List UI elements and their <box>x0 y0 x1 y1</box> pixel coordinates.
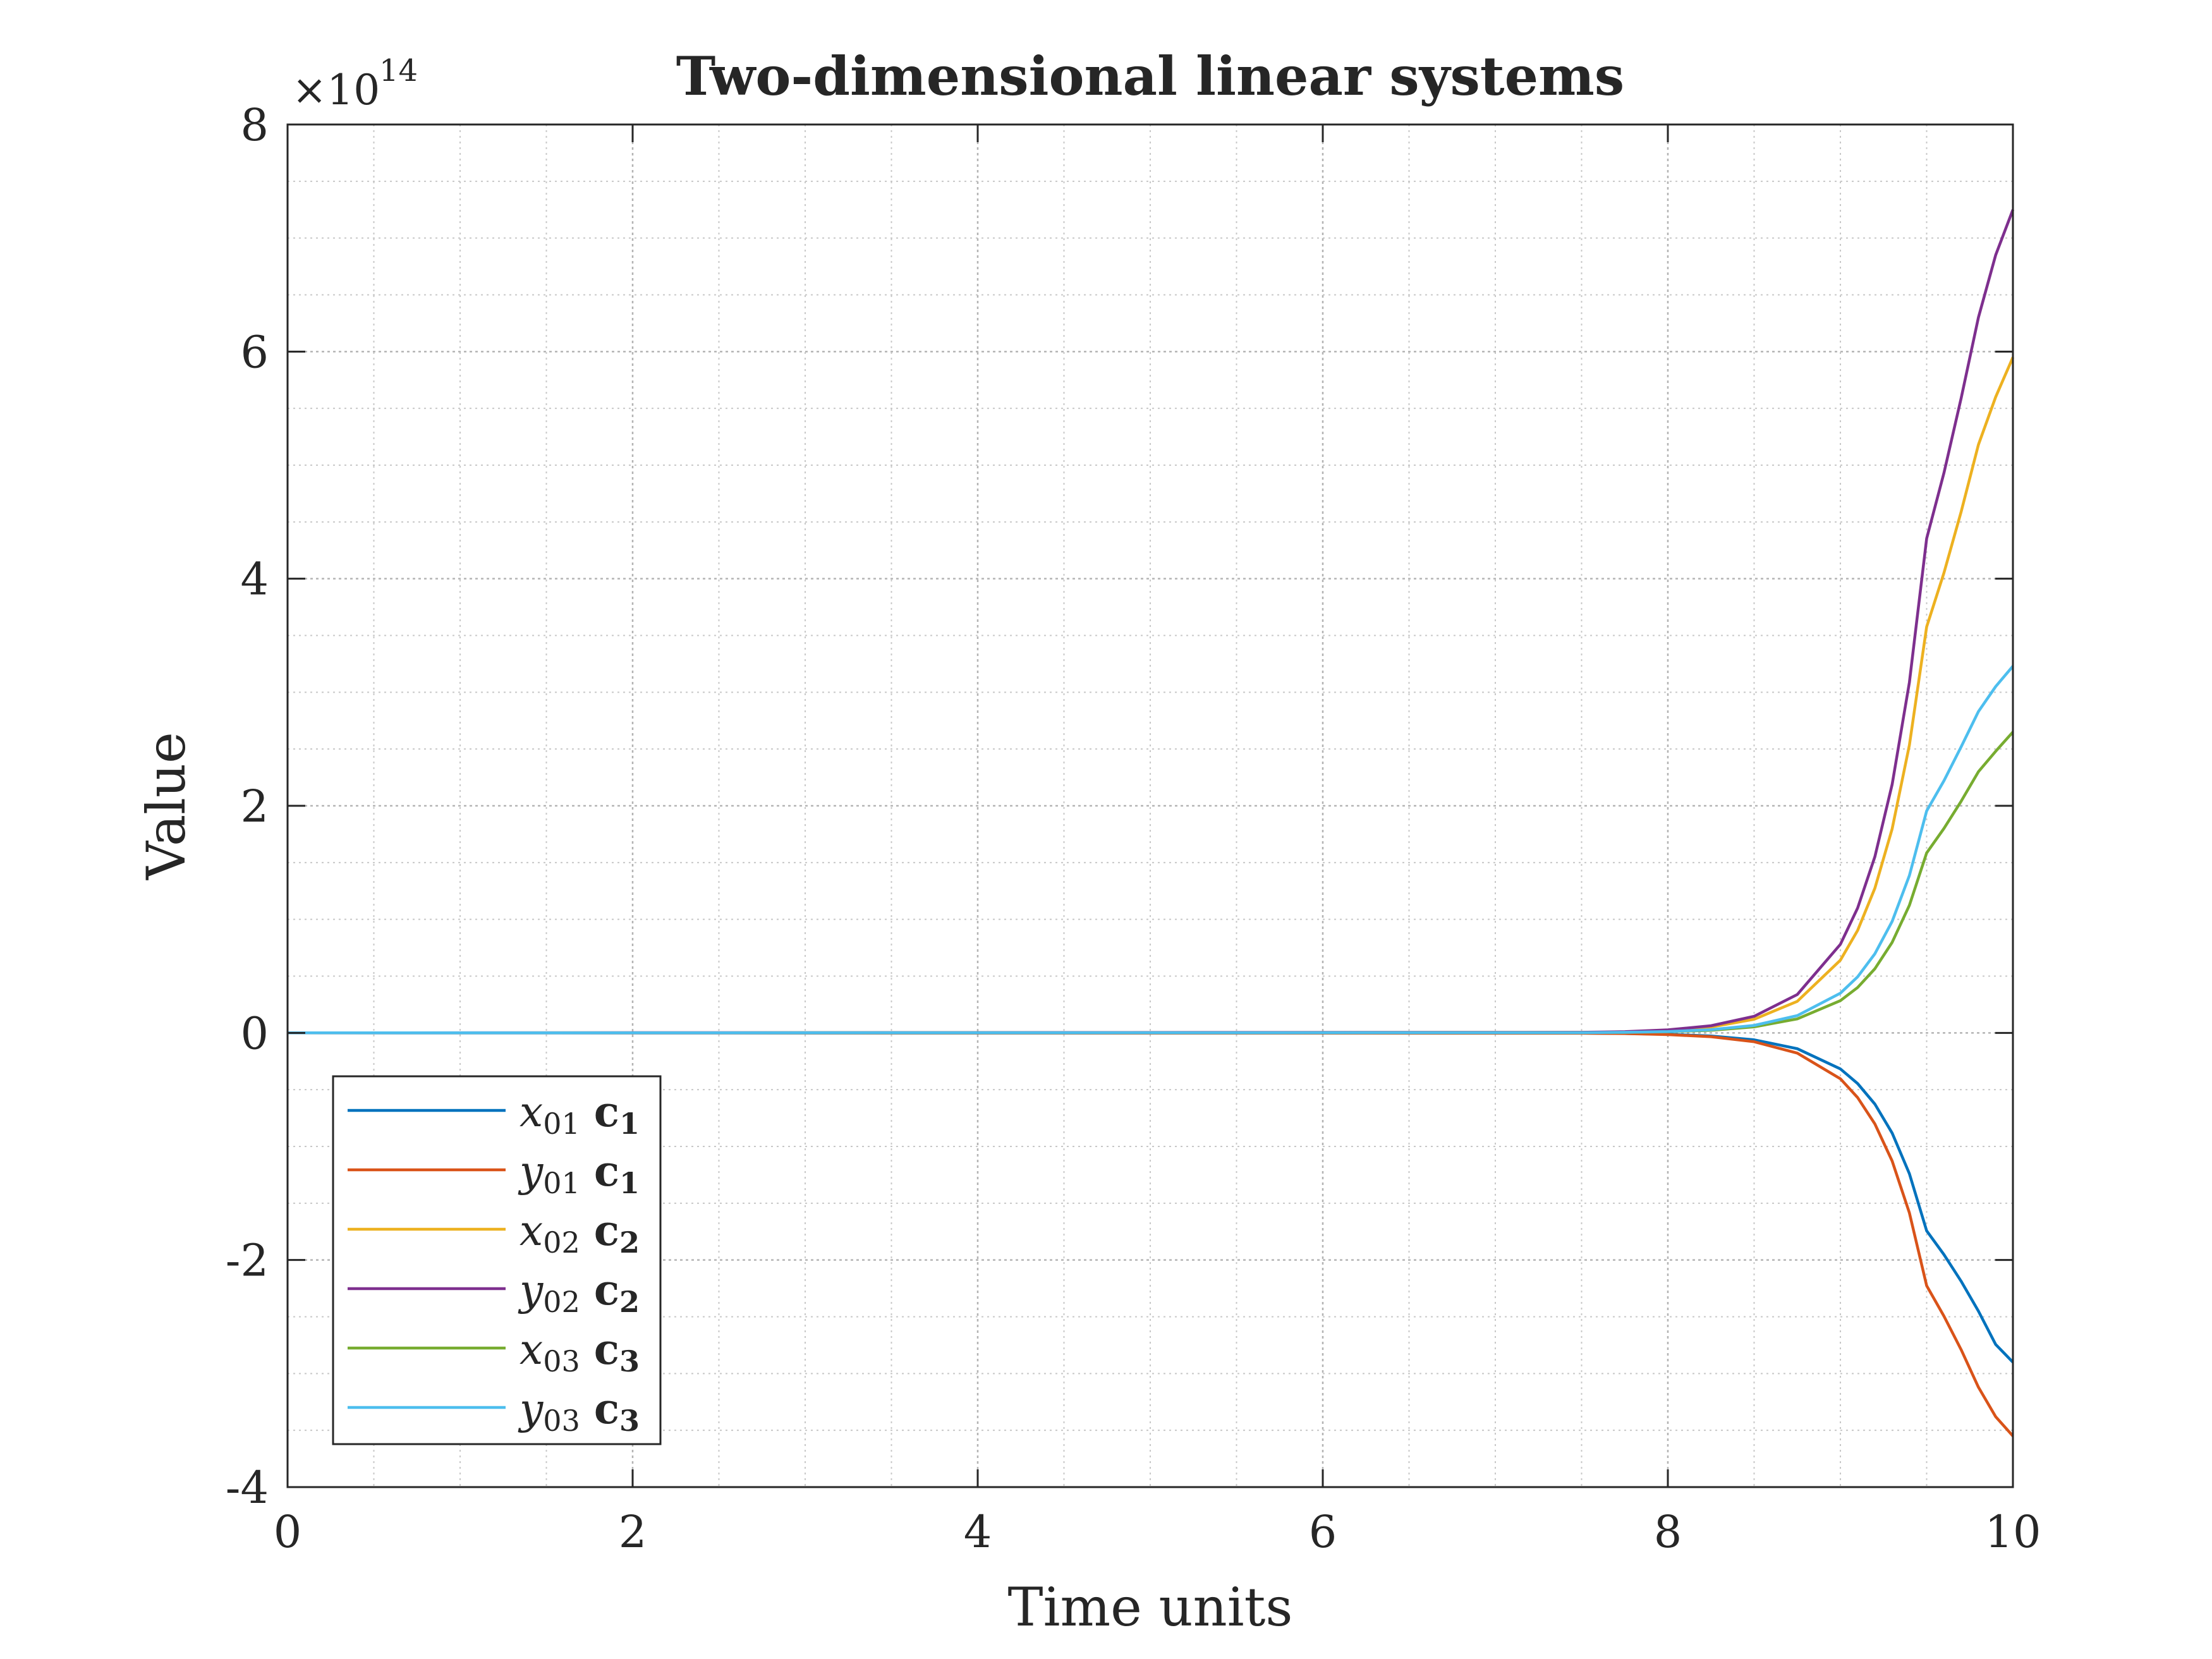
legend-item-y03: y03 c3 <box>348 1384 640 1438</box>
legend-label: y01 c1 <box>518 1146 640 1200</box>
y-tick-label: -2 <box>226 1235 269 1287</box>
y-tick-label: -4 <box>226 1462 269 1514</box>
y-tick-label: 4 <box>240 554 269 605</box>
x-tick-label: 2 <box>619 1506 647 1558</box>
y-tick-label: 6 <box>240 326 269 378</box>
y-tick-label: 0 <box>240 1007 269 1059</box>
y-axis-label: Value <box>135 732 197 880</box>
x-tick-label: 0 <box>274 1506 302 1558</box>
series-layer <box>287 209 2015 1437</box>
legend-label: y03 c3 <box>518 1384 640 1438</box>
legend-item-x03: x03 c3 <box>348 1325 640 1378</box>
x-tick-label: 8 <box>1654 1506 1682 1558</box>
exponent-base: ×10 <box>292 66 380 114</box>
series-line-y01 <box>287 1031 2014 1437</box>
y-tick-label: 8 <box>240 99 269 151</box>
x-tick-label: 10 <box>1984 1506 2041 1558</box>
series-line-y03 <box>287 665 2014 1035</box>
y-tick-label: 2 <box>240 781 269 832</box>
legend-label: x03 c3 <box>520 1325 640 1378</box>
chart-title: Two-dimensional linear systems <box>676 45 1624 107</box>
x-tick-label: 4 <box>964 1506 992 1558</box>
x-axis-label: Time units <box>1008 1576 1293 1638</box>
legend-item-x02: x02 c2 <box>348 1206 640 1260</box>
ticks: 0 2 4 6 8 10 -4 -2 0 2 4 6 8 <box>226 99 2041 1558</box>
legend-item-y02: y02 c2 <box>348 1265 640 1319</box>
legend-label: x02 c2 <box>520 1206 640 1260</box>
legend-label: y02 c2 <box>518 1265 640 1319</box>
legend-item-y01: y01 c1 <box>348 1146 640 1200</box>
exponent-power: 14 <box>379 53 418 88</box>
legend-label: x01 c1 <box>520 1087 640 1141</box>
series-line-y02 <box>287 209 2015 1035</box>
x-tick-label: 6 <box>1309 1506 1337 1558</box>
legend-item-x01: x01 c1 <box>348 1087 640 1141</box>
legend-box <box>332 1075 662 1445</box>
y-exponent-label: ×10 14 <box>292 53 418 114</box>
